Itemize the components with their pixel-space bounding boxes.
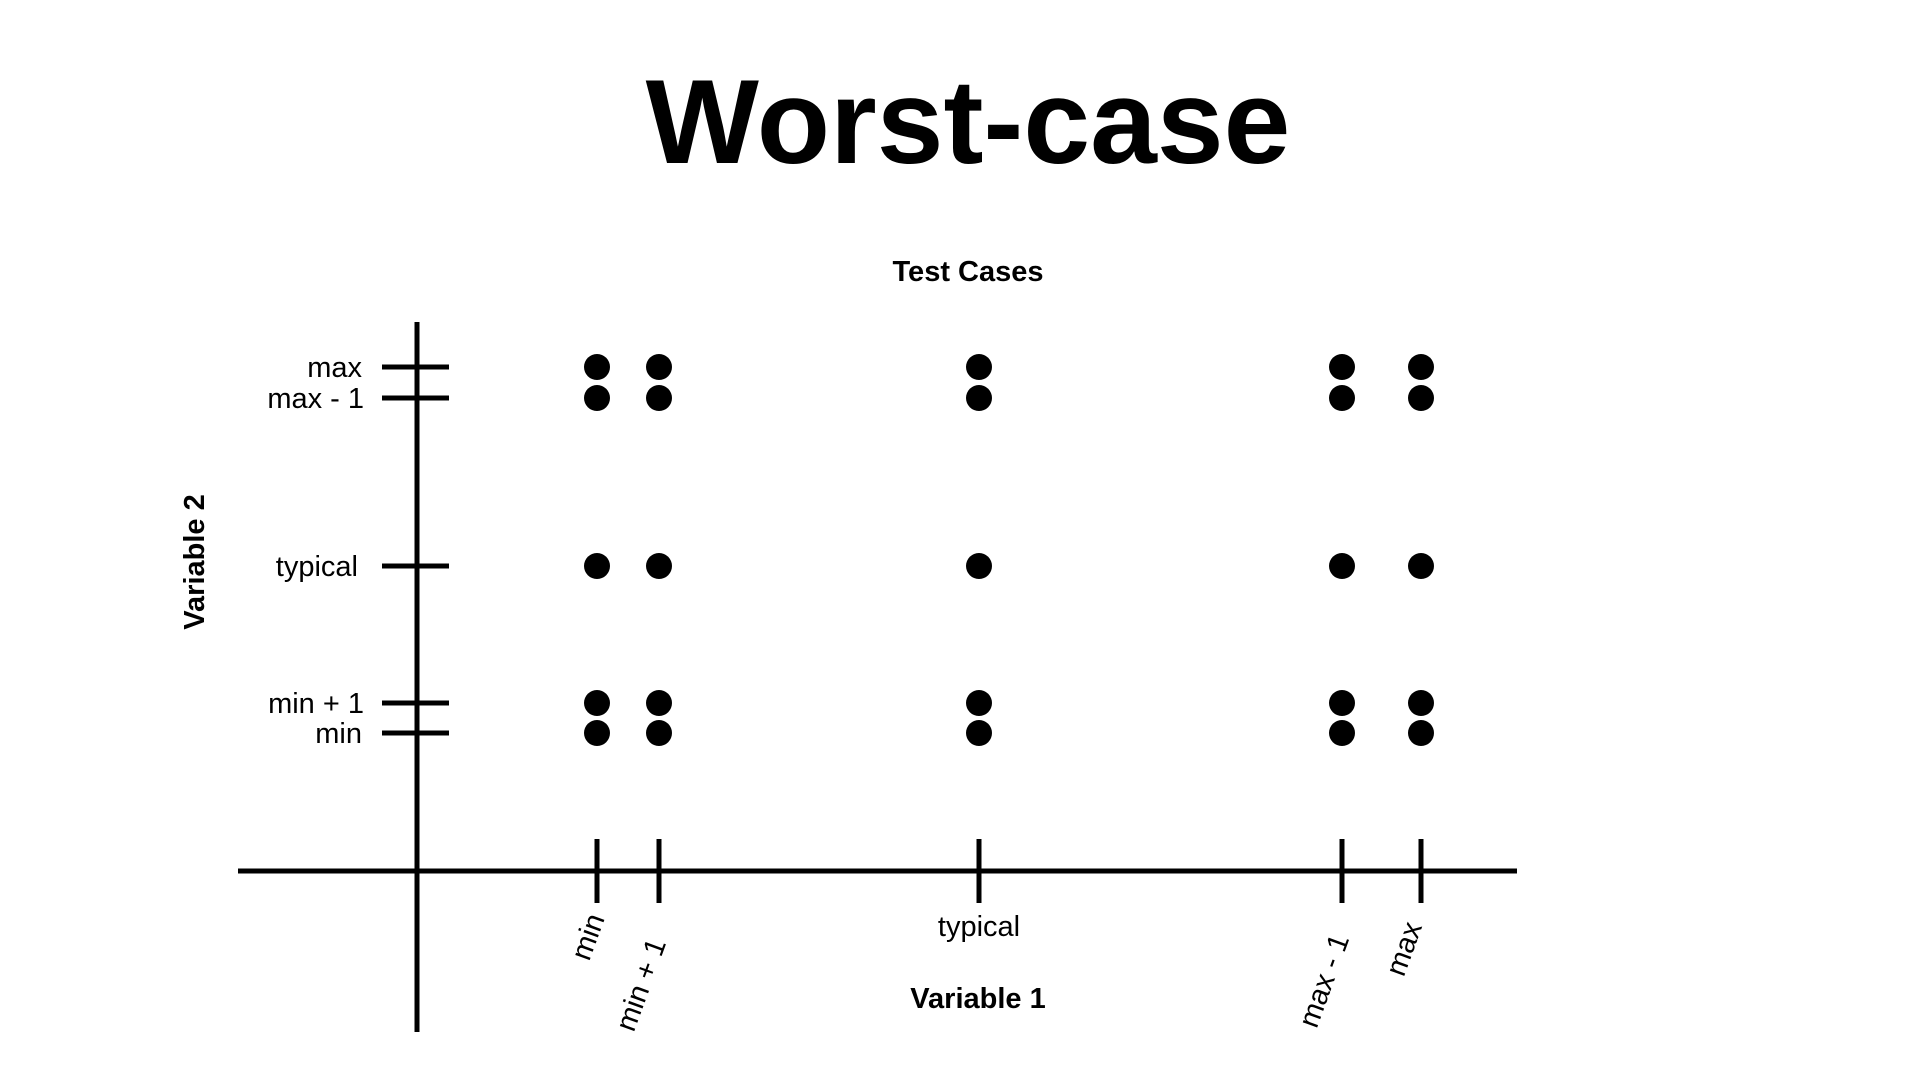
x-tick-label-min: min [566,909,612,964]
test-case-points [584,354,1434,746]
test-case-point-max-minus-1-min-plus-1 [1329,690,1355,716]
x-tick-label-min-plus-1: min + 1 [610,934,673,1035]
test-case-point-typical-min-plus-1 [966,690,992,716]
y-axis-title: Variable 2 [179,494,211,629]
test-case-point-max-max-minus-1 [1408,385,1434,411]
test-case-point-min-typical [584,553,610,579]
x-tick-label-typical: typical [938,911,1020,943]
test-case-point-min-min-plus-1 [584,690,610,716]
y-tick-label-min: min [315,718,362,750]
test-case-point-max-minus-1-typical [1329,553,1355,579]
test-case-point-min-plus-1-typical [646,553,672,579]
test-case-point-max-minus-1-max-minus-1 [1329,385,1355,411]
x-tick-label-max-minus-1: max - 1 [1293,930,1356,1032]
y-tick-label-min-plus-1: min + 1 [268,688,364,720]
test-case-point-min-plus-1-max-minus-1 [646,385,672,411]
y-tick-label-typical: typical [276,551,358,583]
diagram-title: Worst-case [646,55,1291,189]
chart-subtitle: Test Cases [893,256,1044,288]
test-case-point-max-min [1408,720,1434,746]
test-case-point-min-max-minus-1 [584,385,610,411]
test-case-point-typical-max [966,354,992,380]
test-case-point-max-minus-1-max [1329,354,1355,380]
test-case-point-min-max [584,354,610,380]
test-case-point-typical-typical [966,553,992,579]
test-case-point-typical-min [966,720,992,746]
test-case-point-max-minus-1-min [1329,720,1355,746]
test-case-point-max-typical [1408,553,1434,579]
y-tick-label-max-minus-1: max - 1 [267,383,364,415]
test-case-point-max-min-plus-1 [1408,690,1434,716]
x-axis-title: Variable 1 [910,983,1045,1015]
test-case-point-min-plus-1-min [646,720,672,746]
test-case-point-min-plus-1-max [646,354,672,380]
test-case-point-typical-max-minus-1 [966,385,992,411]
test-case-point-min-min [584,720,610,746]
y-tick-label-max: max [307,352,362,384]
test-case-point-min-plus-1-min-plus-1 [646,690,672,716]
x-tick-label-max: max [1380,917,1429,980]
test-case-point-max-max [1408,354,1434,380]
